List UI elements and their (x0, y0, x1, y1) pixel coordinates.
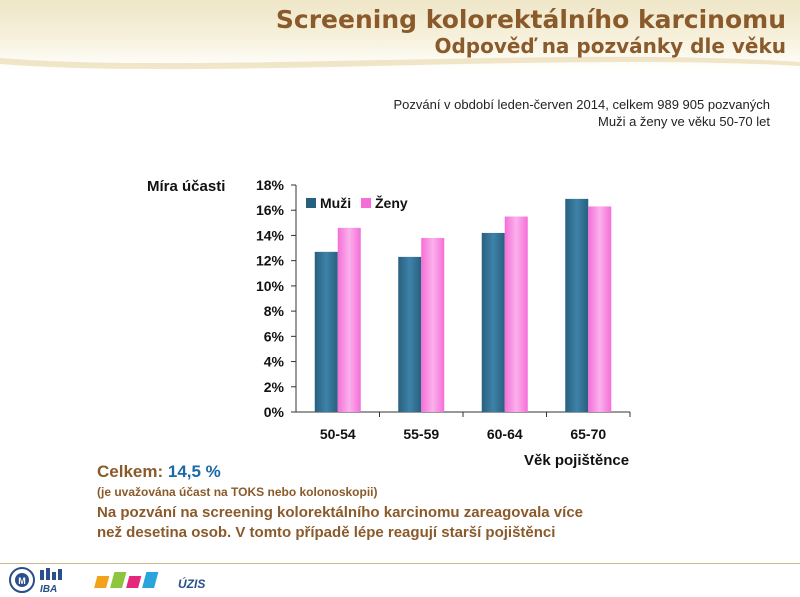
footer-logos: M IBA ÚZIS (9, 567, 205, 594)
y-tick-label: 2% (264, 379, 285, 395)
conclusion-line-2: než desetina osob. V tomto případě lépe … (97, 524, 556, 541)
x-tick-label: 50-54 (320, 426, 356, 442)
total-note: (je uvažována účast na TOKS nebo kolonos… (97, 485, 378, 499)
university-seal-icon: M (9, 567, 35, 593)
total-label: Celkem: (97, 462, 164, 481)
y-tick-label: 12% (256, 253, 285, 269)
total-value: 14,5 % (167, 462, 221, 481)
bar-Muži-55-59 (398, 256, 422, 412)
bar-Ženy-65-70 (588, 206, 612, 412)
y-axis-label: Míra účasti (147, 178, 225, 195)
x-tick-label: 60-64 (487, 426, 523, 442)
uzis-color-logo (94, 572, 159, 588)
y-tick-label: 6% (264, 328, 285, 344)
iba-logo: IBA (40, 568, 62, 594)
info-line-1: Pozvání v období leden-červen 2014, celk… (393, 97, 770, 112)
y-tick-label: 8% (264, 303, 285, 319)
y-tick-label: 18% (256, 177, 285, 193)
bar-Muži-50-54 (314, 251, 338, 412)
bar-Ženy-50-54 (337, 227, 361, 412)
header-swoosh (0, 56, 800, 70)
legend-label-Ženy: Ženy (375, 194, 408, 211)
legend-swatch-Muži (306, 198, 316, 208)
bar-Ženy-60-64 (504, 216, 528, 412)
svg-text:M: M (18, 576, 26, 586)
total-line: Celkem: 14,5 % (97, 461, 583, 483)
iba-logo-text: IBA (40, 584, 57, 594)
bar-chart: 0% 2% 4% 6% 8% 10% 12% 14% 16% 18% 50-54 55-59 60-64… (147, 177, 631, 469)
chart-info: Pozvání v období leden-červen 2014, celk… (393, 96, 770, 130)
x-tick-label: 65-70 (570, 426, 606, 442)
footer-divider (0, 563, 800, 564)
y-tick-label: 4% (264, 354, 285, 370)
title-main: Screening kolorektálního karcinomu (275, 5, 786, 34)
y-tick-label: 14% (256, 227, 285, 243)
uzis-logo-text: ÚZIS (178, 576, 205, 591)
legend-swatch-Ženy (361, 198, 371, 208)
summary-block: Celkem: 14,5 % (je uvažována účast na TO… (97, 461, 583, 543)
conclusion: Na pozvání na screening kolorektálního k… (97, 503, 583, 543)
bar-Muži-60-64 (481, 232, 505, 412)
x-axis-label: Věk pojištěnce (524, 452, 629, 469)
y-tick-label: 16% (256, 202, 285, 218)
slide-title: Screening kolorektálního karcinomu Odpov… (275, 5, 786, 59)
info-line-2: Muži a ženy ve věku 50-70 let (598, 114, 770, 129)
y-tick-label: 10% (256, 278, 285, 294)
bar-Muži-65-70 (565, 198, 589, 412)
legend-label-Muži: Muži (320, 195, 351, 211)
title-sub: Odpověď na pozvánky dle věku (434, 34, 786, 58)
y-tick-label: 0% (264, 404, 285, 420)
conclusion-line-1: Na pozvání na screening kolorektálního k… (97, 504, 584, 521)
bar-Ženy-55-59 (421, 237, 445, 412)
x-tick-label: 55-59 (403, 426, 439, 442)
